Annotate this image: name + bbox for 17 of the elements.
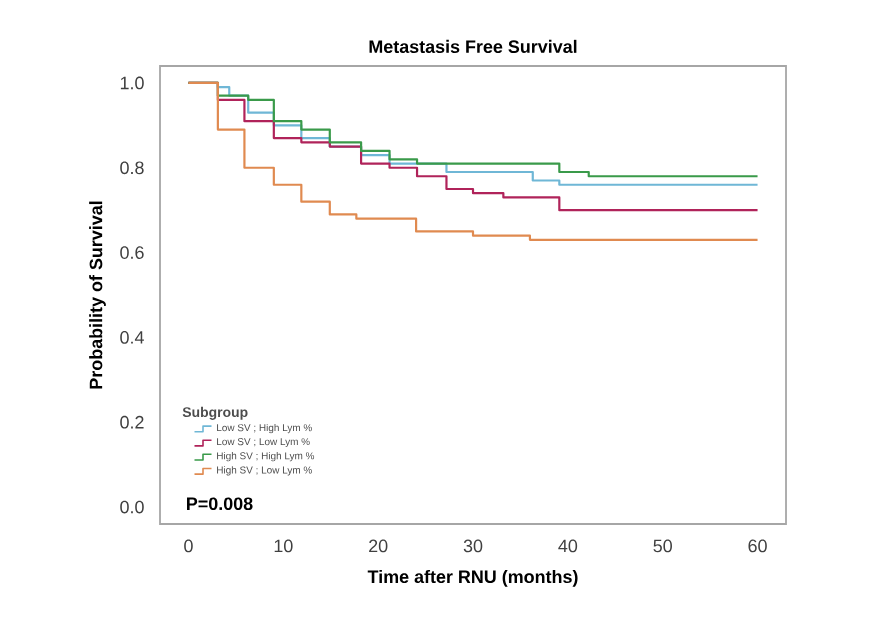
y-tick-label: 0.2 bbox=[120, 415, 144, 429]
x-axis-title: Time after RNU (months) bbox=[367, 569, 578, 587]
y-tick-label: 1.0 bbox=[120, 76, 144, 90]
y-tick-label: 0.6 bbox=[120, 246, 144, 259]
x-tick-label: 30 bbox=[463, 539, 483, 553]
x-tick-label: 40 bbox=[558, 539, 578, 553]
x-tick-label: 60 bbox=[748, 539, 767, 553]
x-tick-label: 0 bbox=[184, 539, 193, 553]
x-tick-label: 10 bbox=[274, 539, 293, 553]
chart-title: Metastasis Free Survival bbox=[369, 39, 577, 54]
y-tick-label: 0.4 bbox=[120, 331, 144, 344]
x-tick-label: 50 bbox=[653, 539, 672, 553]
y-tick-label: 0.0 bbox=[120, 500, 144, 514]
y-tick-label: 0.8 bbox=[120, 161, 144, 175]
x-tick-label: 20 bbox=[369, 539, 388, 553]
y-axis-title: Probability of Survival bbox=[89, 201, 106, 389]
annotation: P=0.008 bbox=[187, 497, 253, 511]
